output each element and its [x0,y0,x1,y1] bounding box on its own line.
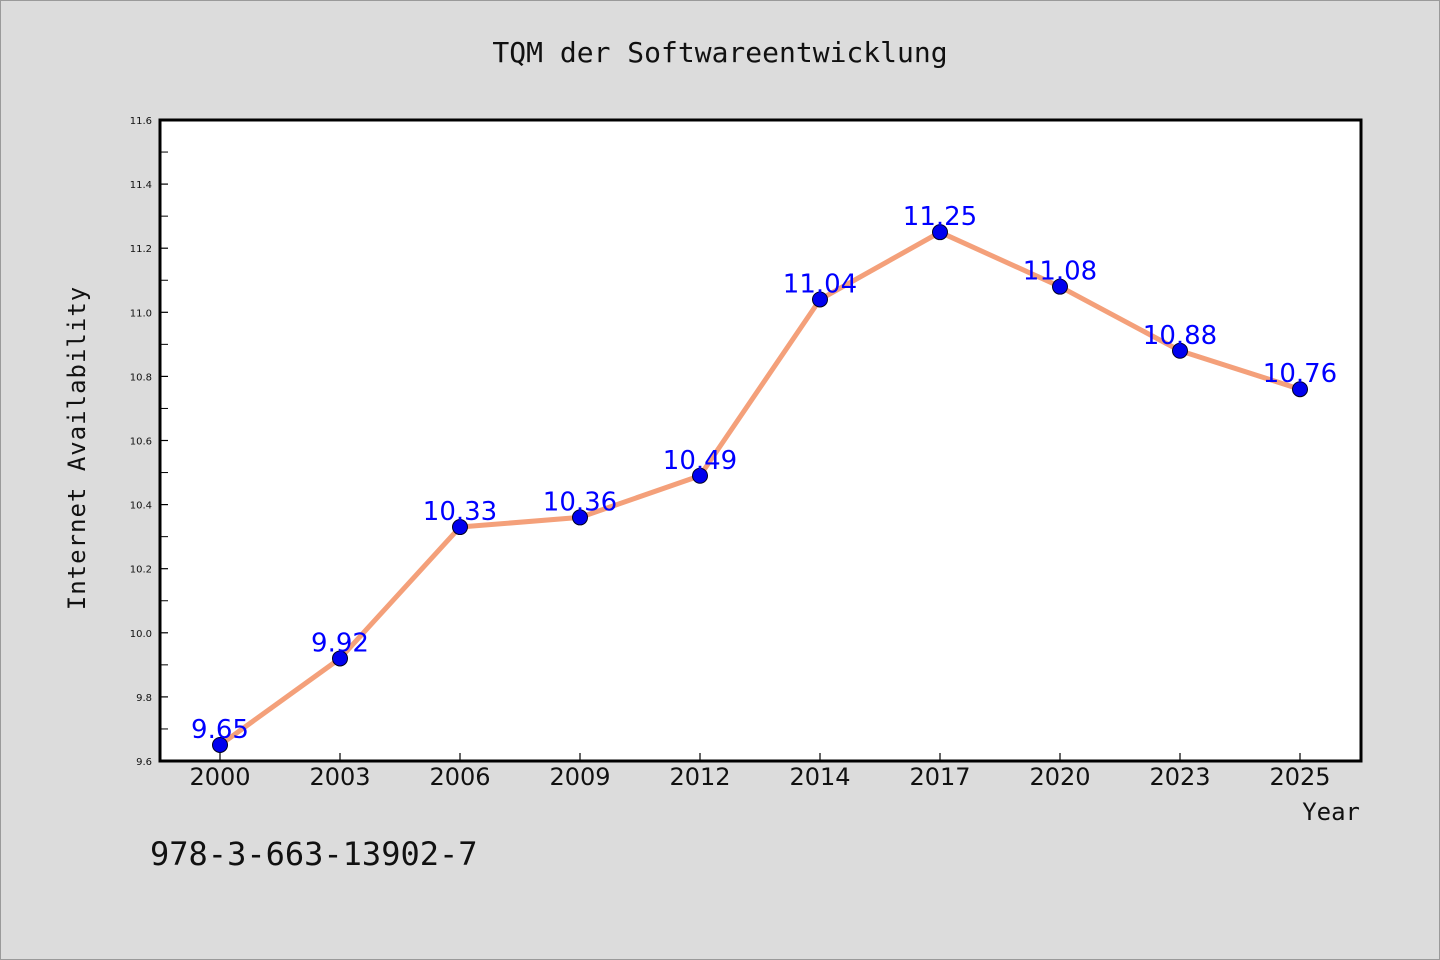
y-tick-label: 10.4 [130,501,152,512]
data-point-marker [932,224,948,241]
x-tick-label: 2023 [1149,763,1210,791]
x-tick-label: 2025 [1269,763,1330,791]
y-tick-label: 11.2 [130,244,152,255]
data-value-label: 11.04 [783,269,857,299]
data-value-label: 10.76 [1263,359,1337,389]
y-ticks: 9.6 9.8 10.0 10.2 10.4 10.6 10.8 11.0 11.2 11.4 11… [130,116,168,768]
y-tick-label: 10.2 [130,565,152,576]
data-value-label: 11.08 [1023,257,1097,287]
data-point-marker [692,467,708,484]
plot-area [158,118,1363,763]
y-tick-label: 11.4 [130,180,152,191]
data-point-marker [1292,381,1308,398]
data-point-marker [1172,342,1188,359]
y-tick-label: 10.8 [130,372,152,383]
y-axis-label: Internet Availability [63,286,91,610]
x-axis-label: Year [1302,798,1360,826]
data-point-marker [572,509,588,526]
y-tick-label: 9.8 [136,693,152,704]
data-point-marker [332,650,348,667]
data-value-label: 10.49 [663,446,737,476]
isbn-note: 978-3-663-13902-7 [150,835,478,873]
y-tick-label: 9.6 [136,757,152,768]
chart-title: TQM der Softwareentwicklung [492,36,947,69]
x-tick-label: 2014 [789,763,850,791]
data-value-label: 9.92 [311,628,369,658]
y-tick-label: 10.6 [130,437,152,448]
x-tick-label: 2017 [909,763,970,791]
data-value-label: 10.36 [543,487,617,517]
data-point-marker [212,736,228,753]
data-point-marker [452,519,468,536]
data-value-label: 9.65 [191,715,249,745]
x-tick-label: 2012 [669,763,730,791]
x-tick-label: 2006 [429,763,490,791]
x-ticks: 2000 2003 2006 2009 2012 2014 2017 2020 2023 2025 [189,753,1331,791]
y-tick-label: 10.0 [130,629,152,640]
data-value-label: 10.88 [1143,321,1217,351]
x-tick-label: 2009 [549,763,610,791]
series-line [217,229,1303,748]
x-tick-label: 2000 [189,763,250,791]
x-tick-label: 2020 [1029,763,1090,791]
data-value-label: 11.25 [903,202,977,232]
y-tick-label: 11.0 [130,308,152,319]
x-tick-label: 2003 [309,763,370,791]
data-point-marker [812,291,828,308]
data-value-label: 10.33 [423,497,497,527]
y-tick-label: 11.6 [130,116,152,127]
series-layer: 9.65 9.92 10.33 10.36 10.49 11.04 11.25 11.08 10… [191,202,1337,753]
data-point-marker [1052,278,1068,295]
